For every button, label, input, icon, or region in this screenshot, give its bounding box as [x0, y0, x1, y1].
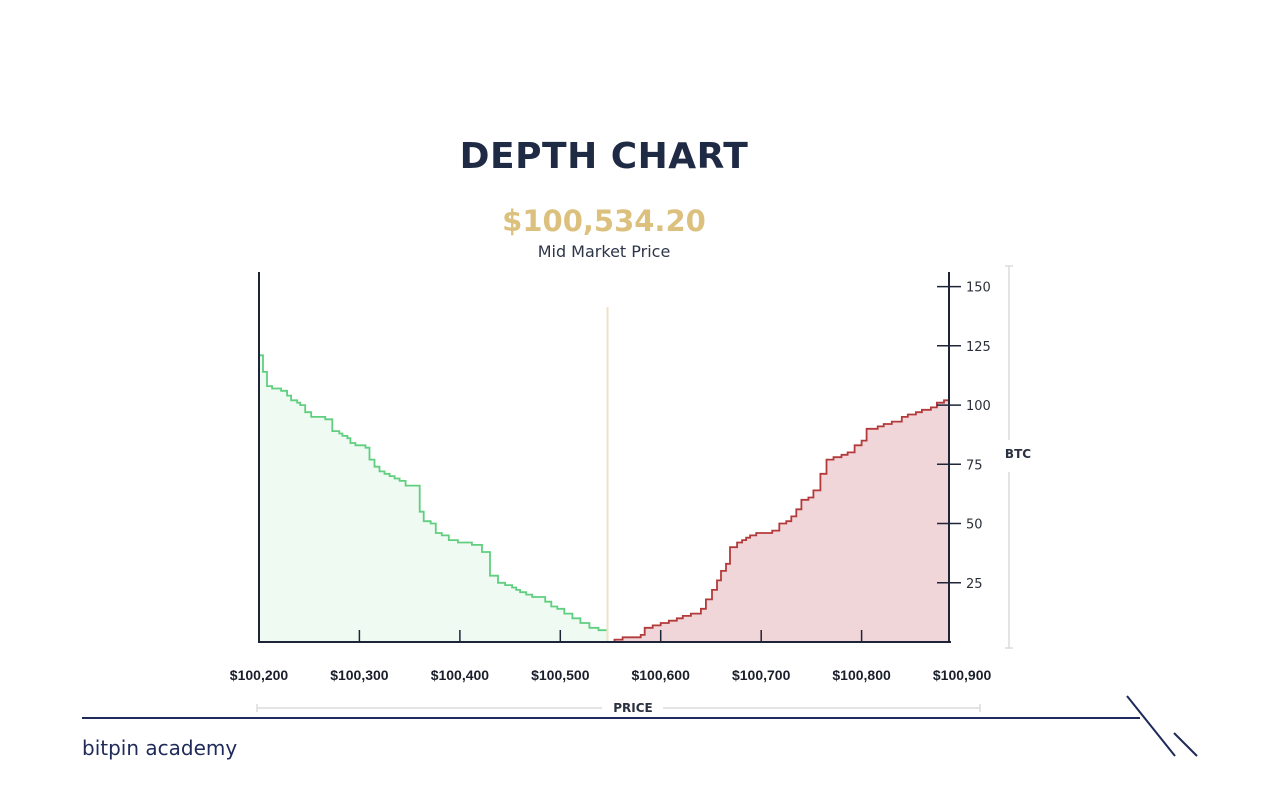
mid-market-price-label: Mid Market Price: [538, 242, 671, 261]
y-tick-label: 125: [966, 340, 991, 355]
x-ticks: $100,200 $100,300 $100,400 $100,500 $100,600…: [230, 630, 992, 683]
x-tick-label: $100,300: [330, 667, 389, 683]
bids-line: [259, 354, 609, 640]
x-tick-label: $100,500: [531, 667, 590, 683]
mid-market-price-value: $100,534.20: [502, 204, 706, 238]
y-tick-label: 75: [966, 458, 983, 473]
asks-area: [607, 397, 949, 642]
chart-title: DEPTH CHART: [460, 136, 749, 177]
y-axis-label: BTC: [1005, 447, 1031, 461]
footer-slash-1: [1126, 695, 1176, 757]
bids-area: [259, 355, 608, 642]
x-tick-label: $100,600: [631, 667, 690, 683]
asks-line: [607, 397, 950, 643]
x-tick-label: $100,400: [431, 667, 490, 683]
footer-slash-2: [1173, 732, 1198, 757]
x-axis-label: PRICE: [613, 701, 653, 715]
brand-name: bitpin academy: [82, 736, 237, 760]
x-tick-label: $100,800: [832, 667, 891, 683]
bids-series: [259, 354, 609, 642]
x-tick-label: $100,900: [933, 667, 992, 683]
x-tick-label: $100,200: [230, 667, 289, 683]
y-tick-label: 150: [966, 281, 991, 296]
y-tick-label: 25: [966, 577, 983, 592]
y-tick-label: 100: [966, 399, 991, 414]
x-tick-label: $100,700: [732, 667, 791, 683]
y-ticks: 25 50 75 100 125 150: [937, 281, 991, 592]
asks-series: [607, 397, 950, 643]
y-tick-label: 50: [966, 518, 983, 533]
